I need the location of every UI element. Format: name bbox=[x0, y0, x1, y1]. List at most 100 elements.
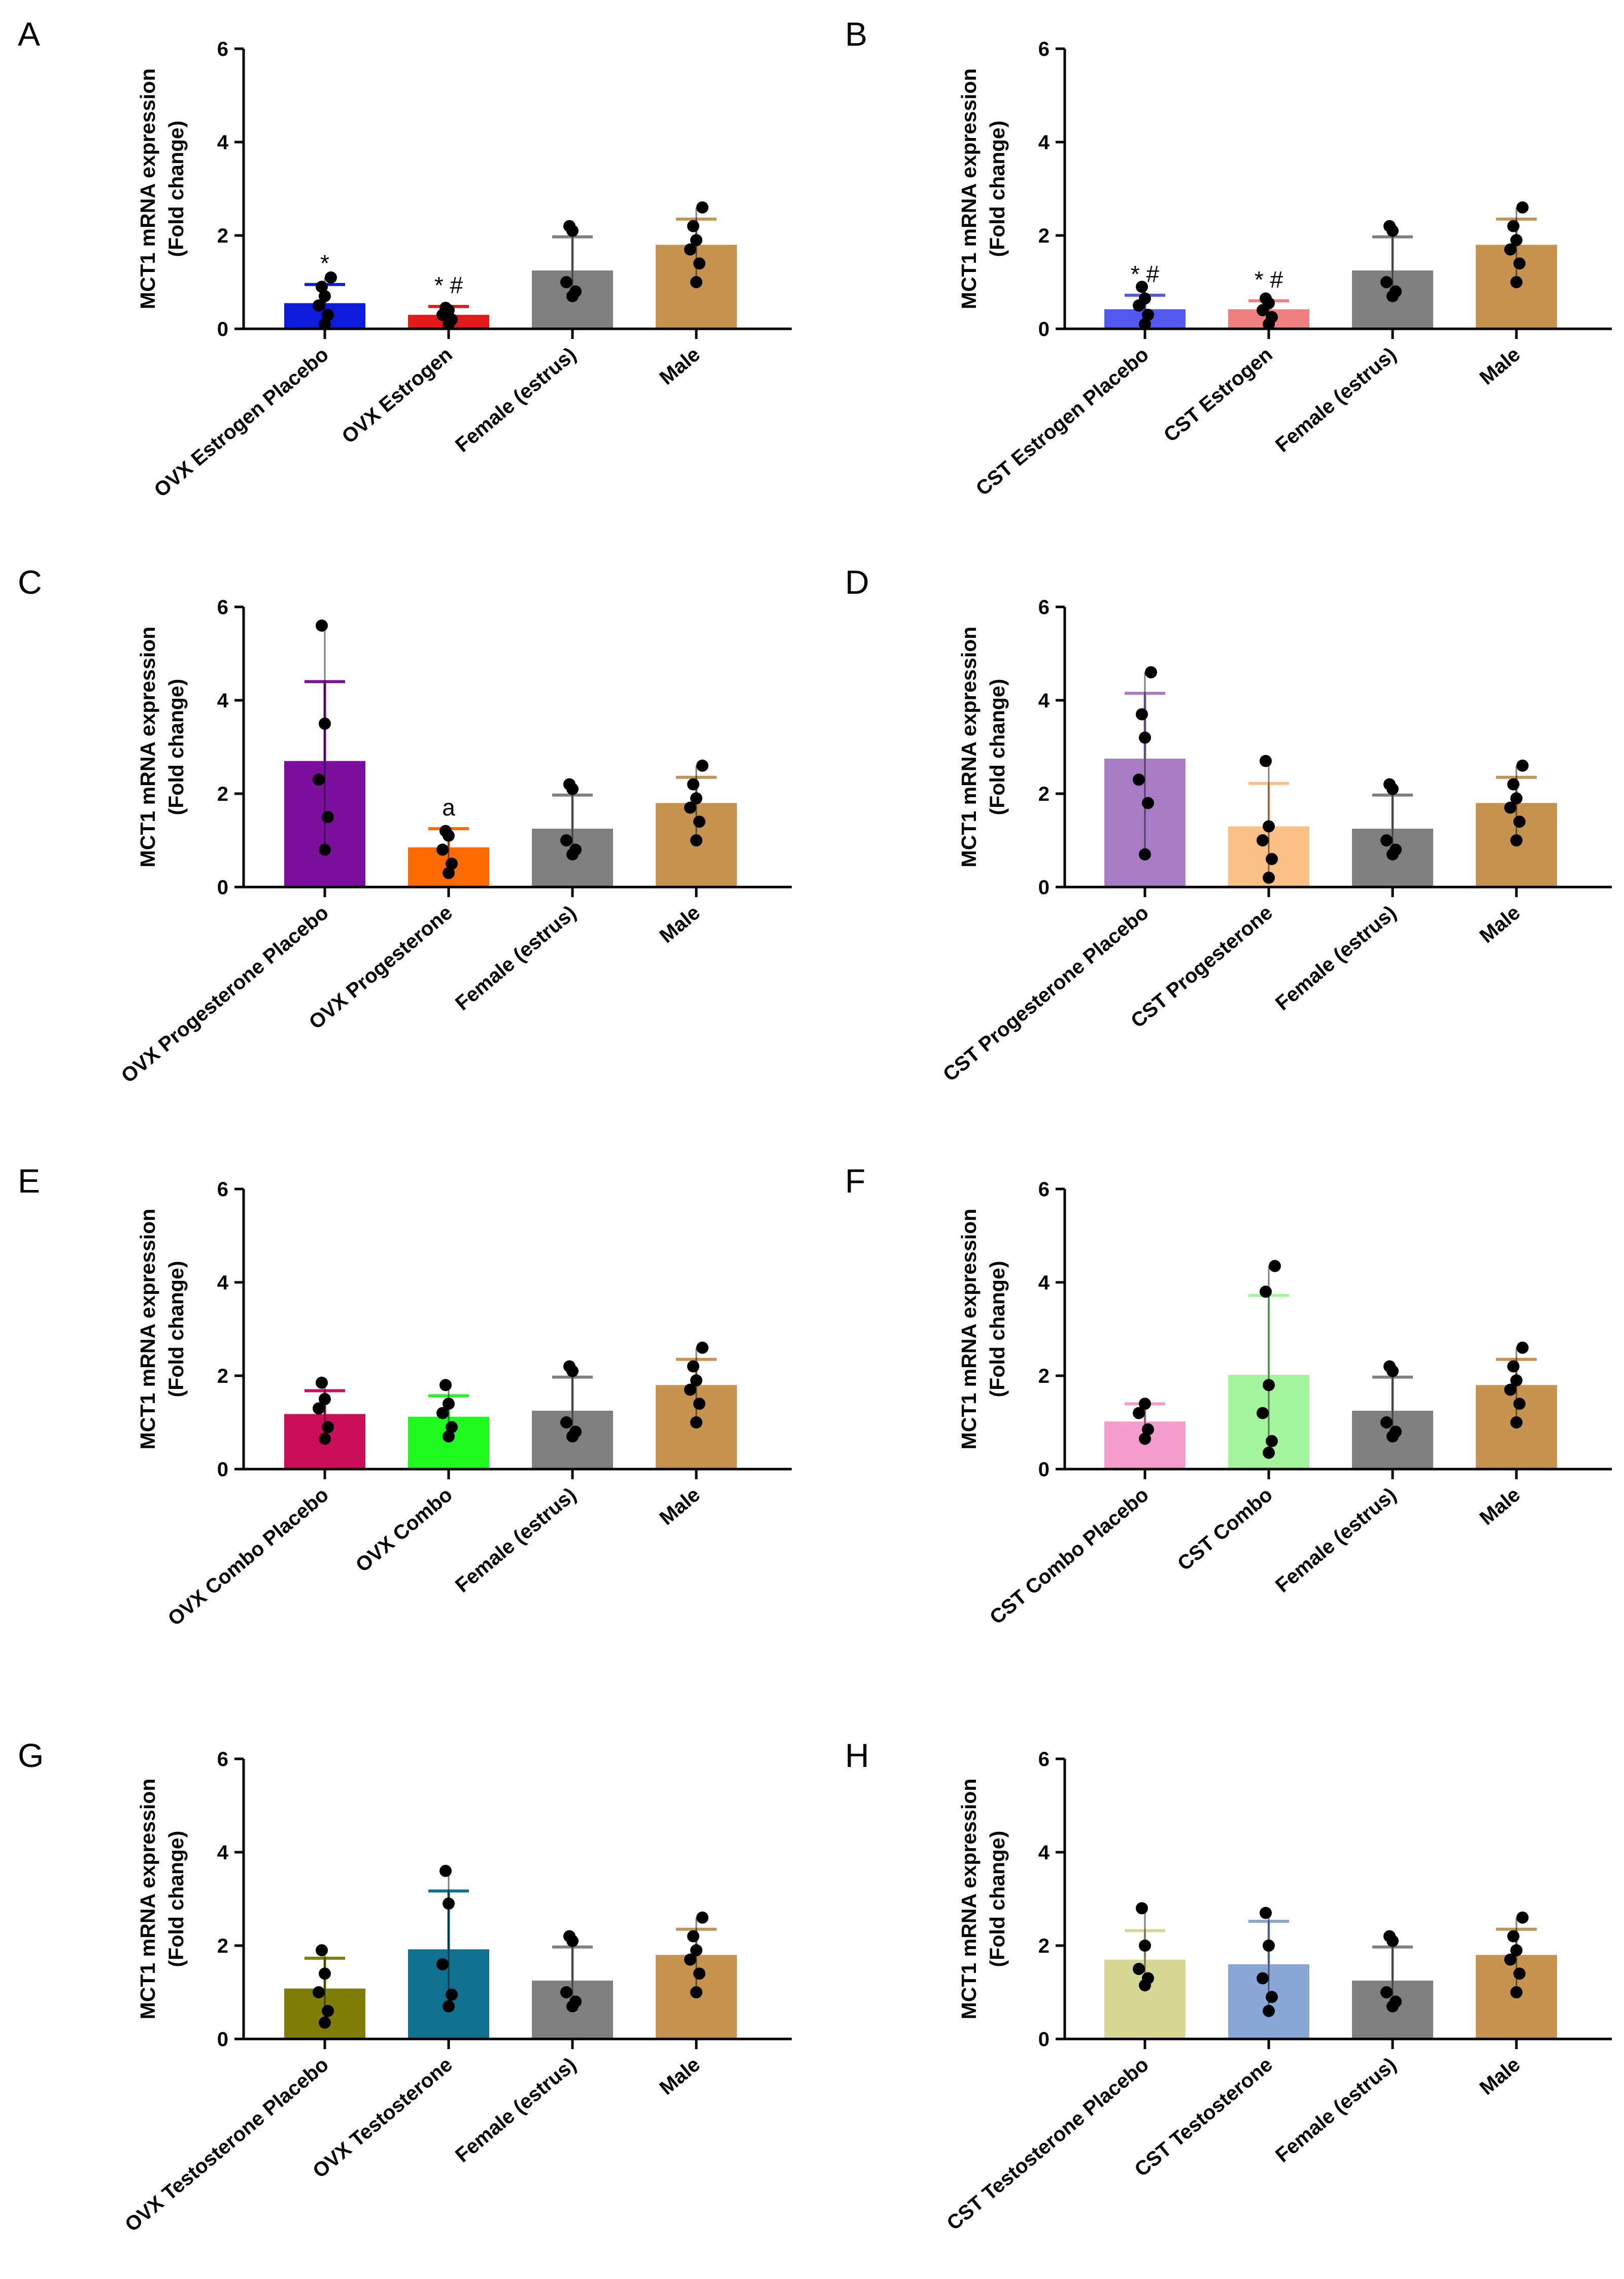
data-point bbox=[1142, 797, 1154, 809]
data-point bbox=[1142, 1972, 1154, 1985]
x-tick-label: CST Testosterone Placebo bbox=[943, 2053, 1153, 2235]
data-point bbox=[1383, 1360, 1396, 1373]
data-point bbox=[1260, 1285, 1272, 1298]
data-point bbox=[569, 843, 582, 856]
y-tick-label: 0 bbox=[217, 1458, 228, 1481]
data-point bbox=[1266, 311, 1278, 323]
data-point bbox=[690, 234, 702, 247]
data-point bbox=[1510, 1374, 1522, 1387]
y-tick-label: 0 bbox=[217, 2028, 228, 2051]
panel-H: H 0 2 4 6 MCT1 mRNA expression (Fold change) CS… bbox=[845, 1737, 1612, 2235]
panel-F: F 0 2 4 6 MCT1 mRNA expression (Fold change) CS… bbox=[845, 1162, 1612, 1629]
x-tick-label: Male bbox=[1475, 901, 1524, 947]
data-point bbox=[322, 2004, 334, 2017]
data-point bbox=[313, 299, 325, 312]
data-point bbox=[690, 1944, 702, 1957]
y-tick-label: 2 bbox=[217, 225, 228, 247]
y-axis-label: MCT1 mRNA expression bbox=[957, 1209, 980, 1450]
y-axis-label: MCT1 mRNA expression bbox=[957, 1779, 980, 2020]
data-point bbox=[690, 834, 702, 846]
y-axis-label: MCT1 mRNA expression bbox=[136, 1779, 159, 2020]
data-point bbox=[319, 1393, 331, 1405]
data-point bbox=[325, 271, 337, 284]
data-point bbox=[693, 815, 705, 828]
panel-letter: G bbox=[18, 1737, 44, 1774]
panel-G: G 0 2 4 6 MCT1 mRNA expression (Fold change) OV… bbox=[18, 1737, 792, 2236]
data-point bbox=[563, 778, 576, 791]
data-point bbox=[684, 243, 696, 256]
x-tick-label: CST Combo bbox=[1173, 1483, 1277, 1575]
data-point bbox=[1510, 1986, 1522, 1998]
data-point bbox=[693, 257, 705, 270]
data-point bbox=[443, 1430, 455, 1443]
data-point bbox=[690, 1374, 702, 1387]
y-axis-label: (Fold change) bbox=[986, 1261, 1009, 1398]
data-point bbox=[446, 1421, 458, 1434]
x-tick-label: Female (estrus) bbox=[451, 2053, 581, 2167]
data-point bbox=[1136, 708, 1148, 721]
data-point bbox=[319, 290, 331, 302]
data-point bbox=[443, 867, 455, 879]
x-tick-label: CST Progesterone Placebo bbox=[939, 901, 1153, 1086]
data-point bbox=[322, 309, 334, 321]
y-tick-label: 6 bbox=[217, 38, 228, 60]
data-point bbox=[1510, 1416, 1522, 1428]
data-point bbox=[696, 1341, 708, 1354]
data-point bbox=[1516, 201, 1529, 214]
y-axis-label: MCT1 mRNA expression bbox=[136, 627, 159, 868]
data-point bbox=[446, 313, 458, 326]
data-point bbox=[1266, 1991, 1278, 2003]
y-tick-label: 0 bbox=[1038, 318, 1050, 341]
y-axis-label: (Fold change) bbox=[986, 1831, 1009, 1967]
y-tick-label: 4 bbox=[217, 690, 229, 712]
data-point bbox=[446, 858, 458, 870]
x-tick-label: OVX Testosterone bbox=[309, 2053, 457, 2183]
data-point bbox=[560, 1986, 572, 1998]
y-tick-label: 0 bbox=[1038, 876, 1050, 899]
significance-label: * # bbox=[1131, 261, 1160, 287]
y-tick-label: 4 bbox=[1038, 131, 1050, 154]
y-axis-label: MCT1 mRNA expression bbox=[136, 1209, 159, 1450]
data-point bbox=[1260, 292, 1272, 305]
panel-letter: D bbox=[845, 563, 869, 601]
data-point bbox=[1139, 731, 1151, 744]
x-tick-label: Female (estrus) bbox=[451, 1483, 581, 1597]
data-point bbox=[1260, 755, 1272, 767]
data-point bbox=[1504, 1953, 1516, 1966]
data-point bbox=[1263, 1379, 1275, 1391]
data-point bbox=[319, 843, 331, 856]
x-tick-label: Male bbox=[655, 1483, 704, 1529]
data-point bbox=[696, 201, 708, 214]
data-point bbox=[690, 276, 702, 288]
y-tick-label: 4 bbox=[1038, 1842, 1050, 1864]
data-point bbox=[1390, 285, 1402, 298]
data-point bbox=[439, 825, 452, 837]
data-point bbox=[1133, 1963, 1145, 1975]
x-tick-label: OVX Testosterone Placebo bbox=[121, 2053, 333, 2236]
data-point bbox=[316, 619, 328, 632]
data-point bbox=[1507, 1930, 1519, 1943]
x-tick-label: Male bbox=[655, 2053, 704, 2099]
data-point bbox=[443, 1897, 455, 1910]
data-point bbox=[1139, 318, 1151, 330]
data-point bbox=[563, 1360, 576, 1373]
data-point bbox=[1383, 1930, 1396, 1943]
y-axis-label: (Fold change) bbox=[164, 1831, 188, 1967]
data-point bbox=[1504, 1383, 1516, 1396]
y-tick-label: 6 bbox=[1038, 38, 1050, 60]
data-point bbox=[569, 1425, 582, 1438]
y-tick-label: 4 bbox=[217, 1842, 229, 1864]
panel-letter: H bbox=[845, 1737, 869, 1774]
data-point bbox=[1516, 1341, 1529, 1354]
x-tick-label: Male bbox=[655, 343, 704, 389]
data-point bbox=[446, 1988, 458, 2001]
data-point bbox=[1507, 220, 1519, 232]
x-tick-label: CST Estrogen Placebo bbox=[972, 343, 1153, 500]
data-point bbox=[696, 759, 708, 772]
y-axis-label: (Fold change) bbox=[164, 1261, 188, 1398]
y-axis-label: MCT1 mRNA expression bbox=[957, 627, 980, 868]
data-point bbox=[1510, 834, 1522, 846]
data-point bbox=[1510, 234, 1522, 247]
data-point bbox=[319, 1433, 331, 1445]
